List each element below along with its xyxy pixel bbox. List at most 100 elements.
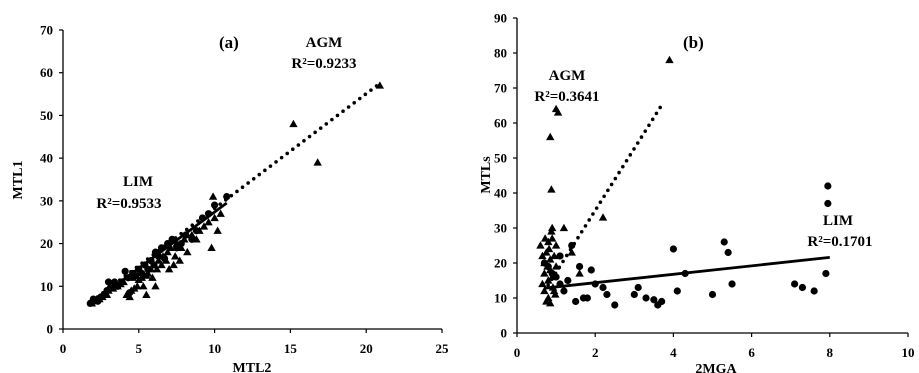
data-point-agm-b [540, 286, 549, 295]
annotation-r2-agm-b: R²=0.3641 [534, 89, 599, 105]
annotation-r2-agm-a: R²=0.9233 [291, 56, 356, 72]
y-tick-label: 0 [501, 326, 508, 341]
data-point-agm-b [536, 241, 545, 249]
annotation-r2-lim-a: R²=0.9533 [96, 196, 161, 212]
data-point-lim-b [673, 287, 681, 295]
y-tick-label: 90 [494, 11, 507, 26]
data-point-lim-b [587, 266, 595, 274]
data-point-agm-a [169, 260, 178, 269]
annotation-agm-a: AGM [306, 35, 343, 51]
annotation-agm-b: AGM [549, 68, 586, 84]
x-tick-label: 10 [902, 345, 915, 360]
data-point-lim-a [126, 289, 134, 297]
data-point-lim-b [552, 273, 560, 281]
data-point-lim-b [560, 287, 568, 295]
data-point-agm-b [551, 290, 560, 298]
x-tick-label: 15 [284, 341, 298, 356]
data-point-agm-a [213, 226, 222, 234]
x-tick-label: 0 [60, 341, 67, 356]
data-point-lim-b [810, 287, 818, 295]
y-tick-label: 70 [40, 23, 53, 38]
data-point-agm-a [208, 192, 218, 200]
data-point-lim-a [168, 235, 176, 243]
data-point-agm-a [207, 243, 216, 251]
panel-b-x-axis-label: 2MGA [695, 362, 737, 373]
data-point-lim-b [824, 199, 832, 208]
data-point-agm-b [547, 185, 556, 193]
data-point-agm-a [143, 269, 153, 277]
x-tick-label: 5 [136, 341, 143, 356]
data-point-agm-b [549, 251, 559, 260]
data-point-lim-b [824, 182, 832, 190]
data-point-agm-a [375, 81, 385, 89]
data-point-lim-a [211, 201, 219, 209]
data-point-agm-a [289, 119, 298, 128]
data-point-lim-b [568, 241, 576, 250]
data-point-lim-b [599, 283, 607, 292]
data-point-agm-b [551, 241, 561, 249]
trendline-agm-a [90, 81, 382, 304]
panel-b: 0 2 4 6 8 10 0 10 20 30 40 50 60 70 80 90 (b) 2MGA MTL… [479, 11, 915, 373]
data-point-lim-b [564, 276, 572, 285]
y-tick-label: 50 [40, 108, 53, 123]
data-point-agm-a [164, 265, 174, 273]
data-point-lim-b [572, 297, 580, 306]
y-tick-label: 50 [494, 151, 507, 166]
annotation-r2-lim-b: R²=0.1701 [807, 234, 872, 250]
x-tick-label: 2 [592, 345, 599, 360]
data-point-lim-b [630, 290, 638, 299]
data-point-lim-a [118, 278, 126, 286]
y-tick-label: 0 [47, 322, 54, 337]
data-point-agm-a [137, 273, 147, 281]
data-point-lim-b [724, 248, 732, 257]
data-point-agm-b [538, 279, 547, 288]
data-point-agm-a [163, 247, 172, 256]
data-point-lim-a [144, 265, 152, 273]
y-tick-label: 40 [40, 151, 53, 166]
data-point-lim-b [642, 294, 650, 302]
data-point-agm-b [547, 223, 557, 232]
data-point-agm-a [204, 218, 213, 226]
data-point-lim-a [182, 231, 190, 239]
panel-a: 0 5 10 15 20 25 0 10 20 30 40 50 60 70 (a) MTL2 MTL1… [11, 23, 449, 373]
data-point-agm-b [553, 108, 563, 116]
data-point-lim-a [132, 272, 140, 280]
data-point-lim-b [728, 280, 736, 288]
data-point-agm-a [125, 292, 134, 301]
data-point-agm-a [157, 260, 166, 269]
y-tick-label: 60 [40, 65, 53, 80]
data-point-lim-b [591, 280, 599, 288]
data-point-lim-b [583, 294, 591, 302]
data-point-agm-b [544, 244, 554, 253]
data-point-lim-a [160, 254, 169, 263]
data-point-lim-a [192, 227, 201, 235]
x-tick-label: 8 [827, 345, 834, 360]
data-point-agm-a [170, 252, 180, 260]
data-point-lim-b [658, 297, 666, 306]
data-point-lim-b [720, 238, 728, 246]
panel-b-y-axis-label: MTLs [479, 156, 494, 194]
x-tick-label: 4 [670, 345, 677, 360]
data-point-lim-a [164, 239, 172, 248]
y-tick-label: 60 [494, 116, 507, 131]
data-point-lim-b [544, 262, 552, 271]
data-point-lim-a [150, 261, 158, 269]
trendline-agm-b [542, 100, 666, 293]
y-tick-label: 80 [494, 46, 507, 61]
data-point-lim-a [124, 274, 132, 282]
data-point-agm-b [575, 269, 584, 277]
data-point-agm-b [546, 299, 555, 307]
panel-a-label: (a) [219, 33, 239, 52]
y-tick-label: 20 [494, 256, 507, 271]
data-point-agm-b [547, 234, 557, 242]
data-point-lim-b [791, 280, 799, 288]
x-tick-label: 25 [436, 341, 450, 356]
data-point-lim-a [138, 269, 146, 278]
data-point-agm-a [152, 265, 162, 273]
y-tick-label: 40 [494, 186, 507, 201]
data-point-lim-a [121, 267, 129, 275]
data-point-lim-b [575, 262, 584, 271]
data-point-lim-b [798, 283, 807, 292]
panel-a-x-axis-label: MTL2 [233, 361, 272, 373]
data-point-lim-b [681, 269, 689, 278]
